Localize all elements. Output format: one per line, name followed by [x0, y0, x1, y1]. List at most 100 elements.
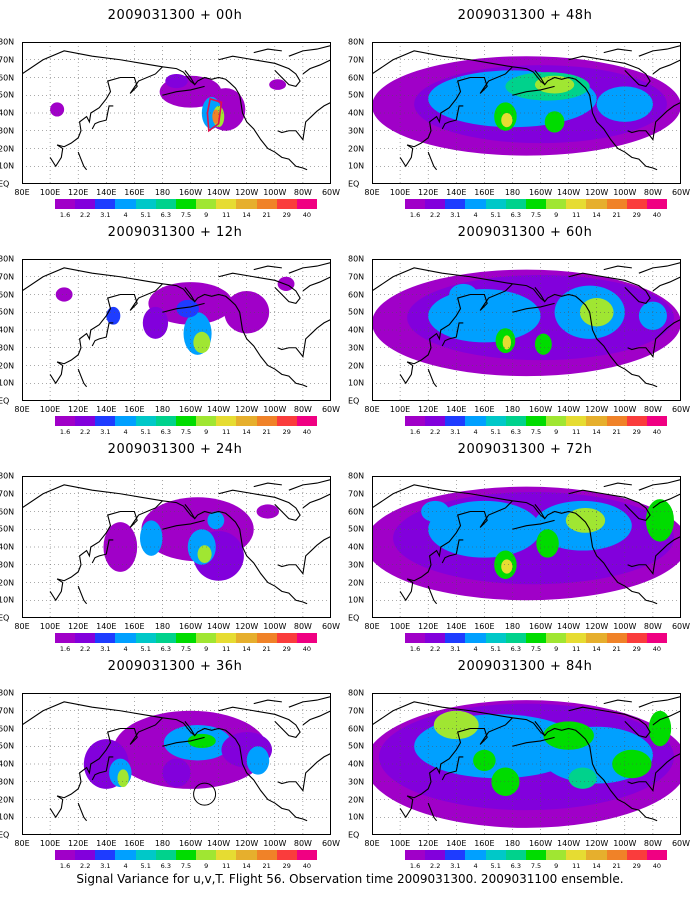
colorbar-swatch [95, 199, 116, 209]
y-tick-label: 50N [0, 90, 15, 100]
colorbar-label: 21 [262, 862, 271, 870]
x-tick-label: 80E [364, 622, 380, 631]
x-tick-label: 160E [474, 622, 495, 631]
colorbar-swatch [196, 199, 217, 209]
colorbar-swatch [135, 199, 156, 209]
coastline [427, 585, 438, 605]
colorbar-swatch [135, 633, 156, 643]
colorbar-swatch [445, 633, 466, 643]
colorbar-label: 9 [554, 862, 559, 870]
coastline [441, 105, 464, 130]
coastline [253, 699, 282, 705]
variance-contour [106, 306, 121, 325]
colorbar-label: 5.1 [140, 862, 151, 870]
x-tick-label: 80E [364, 839, 380, 848]
colorbar-swatch [586, 199, 607, 209]
map-plot [372, 259, 681, 401]
x-tick-label: 180 [504, 839, 521, 848]
colorbar-label: 1.6 [409, 428, 421, 436]
y-tick-label: 40N [0, 759, 15, 769]
variance-contour [162, 758, 191, 788]
y-tick-label: 50N [348, 741, 365, 751]
x-tick-label: 160E [124, 622, 145, 631]
colorbar-label: 2.2 [430, 645, 441, 653]
x-tick-label: 140W [207, 405, 231, 414]
coastline [441, 756, 464, 781]
x-tick-label: 160E [124, 405, 145, 414]
y-tick-label: 30N [0, 560, 15, 570]
colorbar-swatch [256, 633, 277, 643]
coastline [288, 479, 331, 491]
y-tick-label: EQ [0, 613, 10, 623]
colorbar-swatch [276, 416, 297, 426]
colorbar-swatch [505, 416, 526, 426]
map-frame [372, 476, 681, 618]
x-tick-label: 120E [68, 622, 89, 631]
flight-track [206, 97, 223, 133]
coastline [277, 752, 331, 792]
colorbar-swatch [485, 416, 506, 426]
colorbar-swatch [405, 416, 426, 426]
coastline [372, 267, 546, 303]
variance-contour [501, 113, 513, 128]
coastline [22, 50, 196, 86]
y-tick-label: 10N [0, 812, 15, 822]
colorbar-swatch [626, 416, 647, 426]
colorbar-swatch [626, 633, 647, 643]
colorbar-label: 1.6 [409, 645, 421, 653]
x-tick-label: 120E [68, 839, 89, 848]
colorbar-swatch [55, 850, 76, 860]
colorbar-label: 40 [302, 862, 312, 870]
variance-contour [536, 529, 559, 558]
x-tick-label: 140W [557, 188, 581, 197]
colorbar-swatch [196, 633, 217, 643]
colorbar-swatch [405, 199, 426, 209]
colorbar-swatch [155, 199, 176, 209]
x-tick-label: 120E [418, 622, 439, 631]
y-tick-label: 60N [0, 73, 15, 82]
y-tick-label: 30N [348, 126, 365, 136]
coastline [627, 318, 681, 358]
colorbar-label: 5.1 [140, 428, 151, 436]
y-tick-label: 40N [0, 542, 15, 552]
coastline [162, 736, 205, 747]
colorbar-swatch [276, 633, 297, 643]
colorbar-swatch [296, 199, 318, 209]
map-plot [372, 476, 681, 618]
colorbar-swatch [236, 633, 257, 643]
colorbar-swatch [505, 633, 526, 643]
y-tick-label: 60N [0, 724, 15, 733]
colorbar-label: 2.2 [80, 645, 91, 653]
x-tick-label: 100W [613, 622, 637, 631]
colorbar-label: 11 [572, 428, 581, 436]
colorbar-label: 5.1 [490, 862, 501, 870]
colorbar-swatch [155, 850, 176, 860]
variance-contour [142, 306, 169, 339]
colorbar-swatch [55, 416, 76, 426]
colorbar-swatch [445, 850, 466, 860]
coastline [288, 45, 331, 57]
colorbar-label: 40 [652, 645, 662, 653]
colorbar-label: 2.2 [80, 428, 91, 436]
colorbar-swatch [586, 633, 607, 643]
coastline [184, 287, 308, 388]
x-tick-label: 100W [263, 622, 287, 631]
variance-contour [544, 111, 565, 133]
colorbar-swatch [425, 633, 446, 643]
map-plot [22, 476, 331, 618]
colorbar-swatch [135, 850, 156, 860]
x-tick-label: 120E [418, 839, 439, 848]
colorbar-label: 6.3 [160, 211, 172, 219]
colorbar-swatch [546, 633, 567, 643]
variance-contour [187, 733, 216, 749]
y-tick-label: EQ [348, 396, 360, 406]
colorbar-swatch [586, 850, 607, 860]
coastline [162, 519, 205, 530]
colorbar-label: 7.5 [180, 211, 192, 219]
colorbar-swatch [425, 850, 446, 860]
colorbar-label: 4 [473, 428, 478, 436]
colorbar-label: 29 [282, 645, 291, 653]
colorbar-swatch [485, 633, 506, 643]
coastline [427, 802, 438, 822]
coastline [288, 262, 331, 274]
